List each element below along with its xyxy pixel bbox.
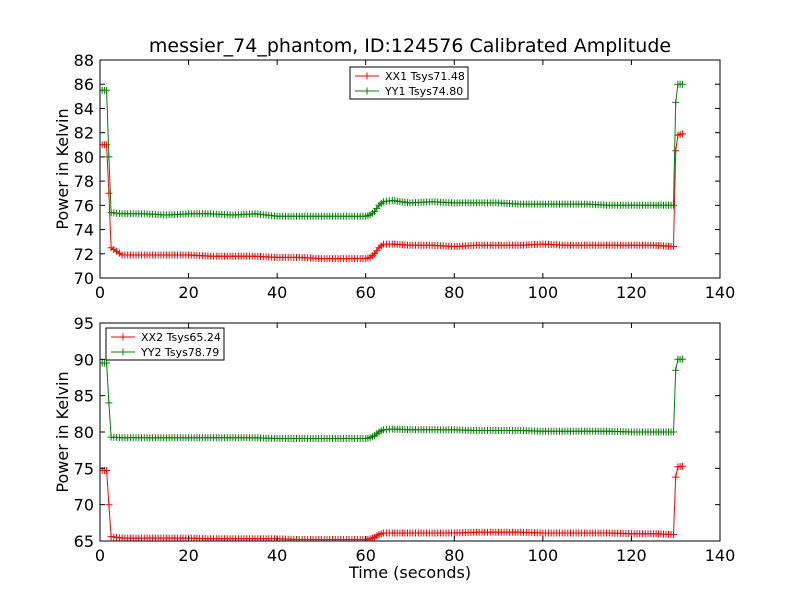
series-line-1 [102,133,683,260]
legend: XX1 Tsys71.48 YY1 Tsys74.80 [349,66,469,100]
y-tick-label: 88 [74,51,94,70]
plot-frame [99,59,721,279]
legend-marker [119,333,127,341]
y-axis-label: Power in Kelvin [53,371,72,492]
y-tick-label: 86 [74,75,94,94]
y-tick-label: 78 [74,172,94,191]
x-tick-label: 80 [444,546,464,565]
x-tick-label: 140 [705,546,736,565]
legend-box [105,327,225,361]
legend-marker [363,87,371,95]
legend-box [349,66,469,100]
series-markers-1 [100,462,686,541]
y-tick-label: 74 [74,221,94,240]
x-tick-label: 40 [267,283,287,302]
series-markers-2 [100,80,686,220]
series-line-2 [102,83,683,217]
x-tick-label: 140 [705,283,736,302]
y-tick-label: 90 [74,350,94,369]
x-tick-label: 40 [267,546,287,565]
chart-panels: 0 20 40 60 80 100 120 140 70 72 74 76 78 80 82 84 86 88 Po… [53,51,735,582]
y-tick-label: 82 [74,124,94,143]
y-tick-label: 65 [74,532,94,551]
x-tick-label: 0 [95,283,105,302]
legend-label: XX2 Tsys65.24 [141,331,221,344]
legend-label: XX1 Tsys71.48 [385,70,465,83]
x-tick-label: 120 [616,546,647,565]
x-tick-label: 100 [528,546,559,565]
legend-label: YY2 Tsys78.79 [140,346,219,359]
y-tick-label: 80 [74,148,94,167]
y-tick-label: 70 [74,269,94,288]
x-tick-label: 20 [178,283,198,302]
x-axis-label: Time (seconds) [348,563,471,582]
legend: XX2 Tsys65.24 YY2 Tsys78.79 [105,327,225,361]
y-tick-label: 70 [74,496,94,515]
chart-panel-2: 0 20 40 60 80 100 120 140 65 70 75 80 85 90 95 Power in… [53,314,735,582]
y-tick-label: 76 [74,196,94,215]
x-tick-label: 20 [178,546,198,565]
y-tick-label: 84 [74,99,94,118]
chart-title: messier_74_phantom, ID:124576 Calibrated… [149,35,671,57]
x-tick-label: 60 [356,283,376,302]
y-tick-label: 95 [74,314,94,333]
y-tick-label: 75 [74,459,94,478]
x-tick-label: 0 [95,546,105,565]
plot-area [100,80,686,263]
y-tick-label: 85 [74,387,94,406]
plot-area [100,355,686,541]
chart-panel-1: 0 20 40 60 80 100 120 140 70 72 74 76 78 80 82 84 86 88 Po… [53,51,735,302]
series-markers-2 [100,355,686,442]
y-tick-label: 80 [74,423,94,442]
legend-marker [363,72,371,80]
legend-marker [119,348,127,356]
x-tick-label: 120 [616,283,647,302]
series-markers-1 [100,130,686,263]
x-tick-label: 80 [444,283,464,302]
x-tick-label: 60 [356,546,376,565]
y-tick-label: 72 [74,245,94,264]
series-line-1 [102,465,683,540]
legend-label: YY1 Tsys74.80 [384,85,463,98]
y-axis-label: Power in Kelvin [53,108,72,229]
x-tick-label: 100 [528,283,559,302]
